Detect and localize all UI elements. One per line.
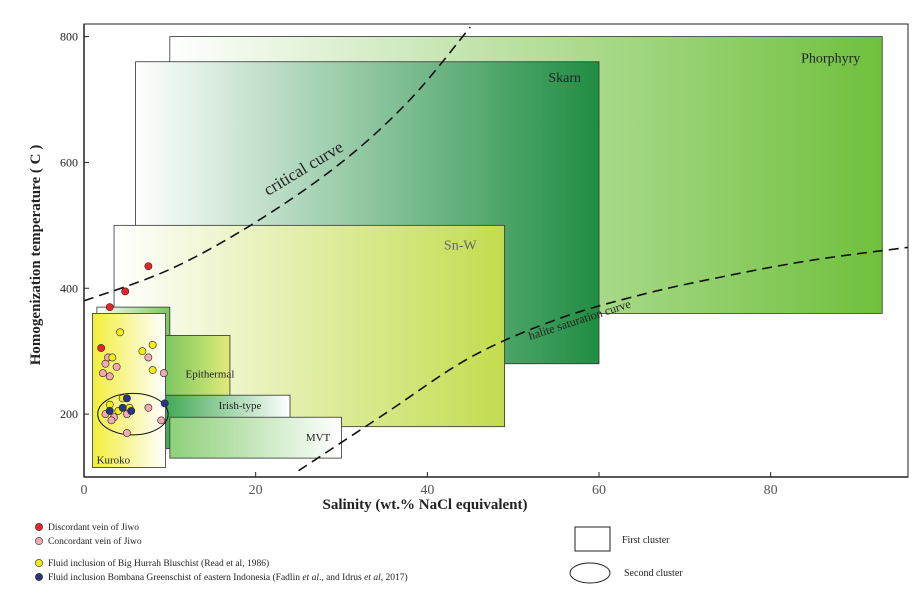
field-label-mvt: MVT	[306, 432, 331, 444]
field-label-epithermal: Epithermal	[186, 368, 235, 380]
y-tick-label: 800	[60, 30, 78, 44]
field-label-skarn: Skarn	[548, 71, 581, 86]
curves	[83, 26, 909, 472]
point-discordant-vein-of-jiwo	[97, 344, 106, 352]
critical-curve	[83, 26, 471, 302]
x-tick-label: 80	[764, 483, 778, 498]
point-concordant-vein-of-jiwo	[159, 369, 168, 378]
second-cluster-symbol	[569, 562, 611, 584]
axes: 0 20 40 60 80 200 400 600 800	[60, 23, 909, 498]
field-label-kuroko: Kuroko	[97, 455, 131, 467]
x-tick-label: 60	[592, 483, 606, 498]
legend-marker-concordant	[35, 537, 43, 545]
point-concordant-vein-of-jiwo	[107, 416, 116, 425]
legend-label-concordant: Concordant vein of Jiwo	[48, 536, 142, 547]
point-concordant-vein-of-jiwo	[144, 403, 153, 412]
point-fluid-inclusion-bombana-greens	[118, 403, 127, 412]
point-discordant-vein-of-jiwo	[144, 262, 153, 271]
point-fluid-inclusion-of-big-hurrah-	[116, 328, 124, 337]
y-tick-label: 600	[60, 155, 78, 169]
point-fluid-inclusion-bombana-greens	[105, 407, 114, 415]
x-axis-title: Salinity (wt.% NaCl equivalent)	[322, 497, 527, 513]
point-fluid-inclusion-bombana-greens	[160, 399, 169, 408]
point-fluid-inclusion-bombana-greens	[127, 407, 136, 415]
second-cluster-ellipse	[97, 392, 169, 436]
x-tick-label: 20	[249, 483, 263, 498]
first-cluster-label: First cluster	[622, 535, 670, 546]
point-fluid-inclusion-bombana-greens	[123, 394, 131, 403]
first-cluster-symbol	[574, 526, 611, 552]
point-concordant-vein-of-jiwo	[105, 372, 114, 381]
x-tick-label: 40	[420, 483, 434, 498]
point-discordant-vein-of-jiwo	[105, 303, 114, 312]
field-label-irish-type: Irish-type	[219, 400, 262, 412]
field-label-sn-w: Sn-W	[444, 238, 477, 253]
point-concordant-vein-of-jiwo	[123, 429, 131, 437]
field-label-phorphyry: Phorphyry	[801, 52, 860, 67]
halite-saturation-curve	[298, 246, 909, 472]
point-discordant-vein-of-jiwo	[121, 287, 130, 296]
point-fluid-inclusion-of-big-hurrah-	[148, 366, 157, 374]
y-tick-label: 200	[60, 407, 78, 421]
legend-marker-big-hurrah	[35, 559, 43, 567]
data-points	[97, 262, 169, 437]
point-fluid-inclusion-of-big-hurrah-	[108, 353, 117, 362]
field-mvt	[169, 416, 342, 459]
legend-marker-discordant	[35, 523, 43, 531]
point-concordant-vein-of-jiwo	[98, 369, 107, 378]
legend-label-bombana: Fluid inclusion Bombana Greenschist of e…	[48, 572, 408, 583]
point-fluid-inclusion-of-big-hurrah-	[138, 347, 147, 356]
y-tick-label: 400	[60, 281, 78, 295]
point-fluid-inclusion-of-big-hurrah-	[148, 340, 157, 349]
point-concordant-vein-of-jiwo	[112, 362, 121, 371]
point-concordant-vein-of-jiwo	[157, 416, 166, 425]
legend-marker-bombana	[35, 573, 43, 581]
legend-label-big-hurrah: Fluid inclusion of Big Hurrah Bluschist …	[48, 558, 269, 569]
field-kuroko	[92, 313, 166, 468]
legend-label-discordant: Discordant vein of Jiwo	[48, 522, 139, 533]
x-tick-label: 0	[81, 483, 88, 498]
point-concordant-vein-of-jiwo	[144, 353, 153, 362]
legend: Discordant vein of Jiwo Concordant vein …	[35, 522, 683, 584]
y-axis-title: Homogenization temperature ( C )	[28, 145, 44, 366]
second-cluster-label: Second cluster	[624, 568, 683, 579]
